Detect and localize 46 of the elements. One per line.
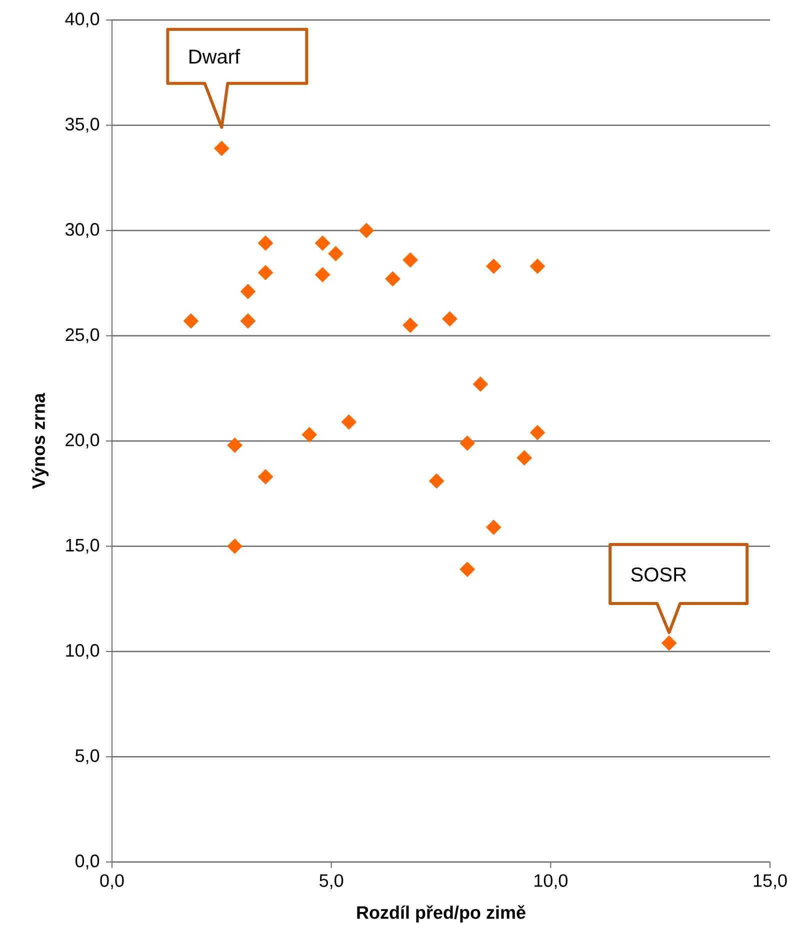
x-tick-label: 10,0 <box>534 874 568 890</box>
point <box>530 424 546 440</box>
point <box>314 267 330 282</box>
point <box>472 376 488 392</box>
point <box>183 313 199 329</box>
point <box>486 520 502 535</box>
x-axis-title: Rozdíl před/po zimě <box>357 905 526 922</box>
point <box>341 414 357 430</box>
y-tick-label: 5,0 <box>76 749 100 764</box>
y-tick-label: 40,0 <box>65 12 100 28</box>
point <box>486 258 502 274</box>
y-tick-label: 0,0 <box>75 854 100 870</box>
y-tick-label: 10,0 <box>66 644 100 659</box>
x-tick-label: 15,0 <box>754 874 787 890</box>
y-tick-label: 25,0 <box>66 328 100 344</box>
point <box>240 313 256 329</box>
point <box>258 264 274 280</box>
point <box>240 284 256 300</box>
point <box>214 140 230 156</box>
point <box>227 538 243 554</box>
y-tick-label: 35,0 <box>65 118 100 133</box>
y-tick-label: 30,0 <box>65 223 100 238</box>
x-tick-label: 5,0 <box>320 874 344 890</box>
annotation: SOSR <box>631 567 686 582</box>
point <box>530 258 546 274</box>
point <box>460 435 476 451</box>
point <box>385 271 400 287</box>
point <box>258 235 274 251</box>
y-tick-label: 15,0 <box>66 538 100 554</box>
point <box>328 246 344 262</box>
x-tick-label: 0,0 <box>100 874 124 890</box>
point <box>358 222 374 238</box>
point <box>402 252 418 268</box>
point <box>516 450 532 466</box>
point <box>314 235 330 251</box>
point <box>302 426 318 442</box>
point <box>402 318 418 333</box>
point <box>460 562 476 578</box>
point <box>258 469 274 484</box>
annotation: Dwarf <box>190 49 240 64</box>
point <box>227 438 243 453</box>
y-axis-title: Výnos zrna <box>32 392 49 489</box>
point <box>661 635 677 651</box>
point <box>428 473 444 489</box>
point <box>442 311 458 327</box>
y-tick-label: 20,0 <box>66 434 100 448</box>
